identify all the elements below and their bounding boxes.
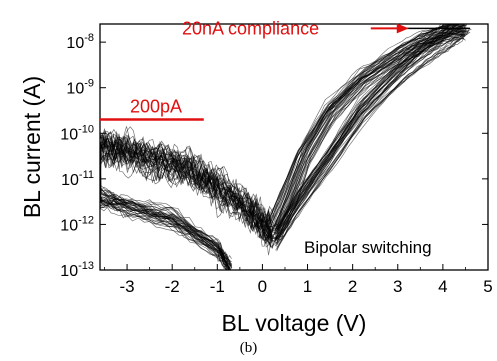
limit-200pa-annotation: 200pA	[130, 97, 182, 117]
iv-curve	[100, 31, 465, 268]
x-tick-label: 5	[483, 277, 492, 296]
bipolar-switching-annotation: Bipolar switching	[304, 238, 432, 257]
iv-curve	[100, 30, 465, 265]
figure-caption: (b)	[239, 340, 258, 356]
annotations: 20nA compliance 200pA Bipolar switching	[100, 18, 432, 257]
iv-curve	[100, 24, 467, 269]
y-tick-label: 10-12	[60, 214, 94, 234]
x-tick-label: -1	[210, 277, 225, 296]
x-tick-label: -3	[120, 277, 135, 296]
x-tick-label: 0	[258, 277, 267, 296]
x-tick-label: 1	[303, 277, 312, 296]
y-axis-label: BL current (A)	[19, 76, 45, 218]
iv-curve	[100, 26, 467, 270]
iv-curve	[100, 24, 466, 261]
y-tick-label: 10-11	[61, 169, 94, 189]
x-axis-label: BL voltage (V)	[222, 310, 367, 336]
x-tick-label: 2	[348, 277, 357, 296]
y-tick-label: 10-9	[66, 78, 94, 98]
axis-ticks: -3 -2 -1 0 1 2 3 4 5 10-13 10-12 10-11 10-10 10-9 10-8	[60, 32, 492, 296]
compliance-annotation: 20nA compliance	[182, 18, 319, 38]
axes-frame	[99, 23, 489, 271]
x-tick-label: 4	[438, 277, 447, 296]
x-tick-label: -2	[165, 277, 180, 296]
iv-curve	[100, 25, 468, 270]
iv-curves	[100, 24, 472, 270]
compliance-arrow-head	[396, 23, 409, 34]
y-tick-label: 10-8	[66, 32, 94, 52]
plot-frame	[99, 23, 489, 271]
y-tick-label: 10-10	[60, 123, 94, 143]
axis-labels: BL voltage (V) BL current (A)	[19, 76, 366, 336]
y-tick-label: 10-13	[60, 260, 94, 280]
x-tick-label: 3	[393, 277, 402, 296]
